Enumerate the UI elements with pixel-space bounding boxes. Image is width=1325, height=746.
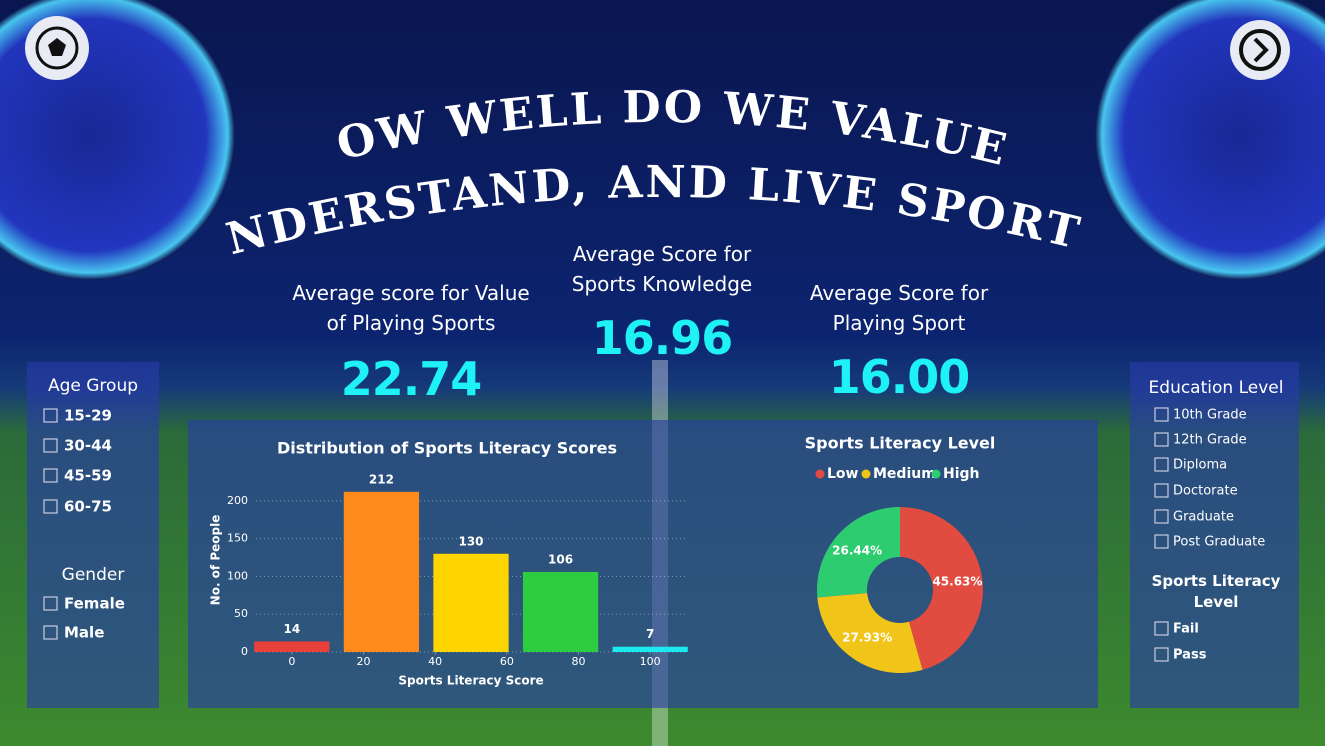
x-axis-title: Sports Literacy Score xyxy=(398,674,543,688)
data-label: 212 xyxy=(369,472,394,486)
checkbox[interactable] xyxy=(1154,432,1169,447)
charts: Age Group 15-29 30-44 45-59 60-75 Gender Femal… xyxy=(43,376,1284,688)
filter-option: Doctorate xyxy=(1173,484,1238,499)
kpi-label: Average Score for Playing Sport xyxy=(809,281,989,335)
filter-panel xyxy=(27,362,159,708)
data-label: 7 xyxy=(646,627,654,641)
bar xyxy=(433,553,509,652)
x-tick-label: 0 xyxy=(288,655,295,668)
legend-swatch xyxy=(815,469,825,479)
checkbox[interactable] xyxy=(43,625,58,640)
filter-option: Graduate xyxy=(1173,510,1234,525)
legend-label: Low xyxy=(827,466,859,482)
checkbox[interactable] xyxy=(43,408,58,423)
donut-slice xyxy=(900,507,984,670)
x-tick-label: 60 xyxy=(500,655,514,668)
data-label: 27.93% xyxy=(842,630,892,644)
chart-title: Sports Literacy Level xyxy=(805,434,996,453)
checkbox[interactable] xyxy=(1154,647,1169,662)
filter-option: 60-75 xyxy=(64,498,112,516)
donut-slice xyxy=(817,592,923,673)
kpi-label: Average score for Value of Playing Sport… xyxy=(292,281,530,335)
data-label: 45.63% xyxy=(932,575,982,589)
filter-option: Pass xyxy=(1173,648,1207,663)
legend-label: High xyxy=(943,466,980,482)
y-tick-label: 100 xyxy=(227,569,248,582)
checkbox[interactable] xyxy=(43,596,58,611)
filter-option: Male xyxy=(64,624,104,642)
y-tick-label: 150 xyxy=(227,532,248,545)
filter-title: Sports Literacy Level xyxy=(1151,572,1281,611)
filter-option: Post Graduate xyxy=(1173,535,1265,550)
data-label: 130 xyxy=(458,534,483,548)
bar xyxy=(612,646,688,652)
chart-title: Distribution of Sports Literacy Scores xyxy=(277,439,617,458)
checkbox[interactable] xyxy=(1154,483,1169,498)
checkbox[interactable] xyxy=(1154,457,1169,472)
checkbox[interactable] xyxy=(1154,509,1169,524)
y-tick-label: 50 xyxy=(234,607,248,620)
legend-swatch xyxy=(861,469,871,479)
y-tick-label: 200 xyxy=(227,494,248,507)
checkbox[interactable] xyxy=(1154,407,1169,422)
bar xyxy=(343,491,420,652)
filter-title: Education Level xyxy=(1149,378,1284,398)
x-tick-label: 20 xyxy=(357,655,371,668)
next-button[interactable] xyxy=(1230,20,1290,80)
filter-option: 30-44 xyxy=(64,437,112,455)
filter-option: 12th Grade xyxy=(1173,433,1247,448)
filter-option: 15-29 xyxy=(64,407,112,425)
filter-option: Diploma xyxy=(1173,458,1227,473)
checkbox[interactable] xyxy=(1154,621,1169,636)
bar xyxy=(254,641,330,652)
kpi-label: Average Score for Sports Knowledge xyxy=(571,242,753,296)
x-tick-label: 100 xyxy=(640,655,661,668)
kpi-value: 22.74 xyxy=(340,352,483,406)
x-tick-label: 80 xyxy=(572,655,586,668)
filter-option: 10th Grade xyxy=(1173,408,1247,423)
x-tick-label: 40 xyxy=(428,655,442,668)
donut-slice xyxy=(816,507,900,598)
kpi-value: 16.96 xyxy=(591,311,734,365)
checkbox[interactable] xyxy=(43,499,58,514)
data-label: 26.44% xyxy=(832,543,882,557)
y-tick-label: 0 xyxy=(241,645,248,658)
legend-label: Medium xyxy=(873,466,936,482)
filter-title: Age Group xyxy=(48,376,138,396)
bar xyxy=(522,571,599,652)
logo-button[interactable] xyxy=(25,16,89,80)
data-label: 106 xyxy=(548,552,573,566)
kpi-value: 16.00 xyxy=(828,350,971,404)
checkbox[interactable] xyxy=(43,468,58,483)
data-label: 14 xyxy=(283,622,300,636)
checkbox[interactable] xyxy=(1154,534,1169,549)
filter-option: Fail xyxy=(1173,622,1199,637)
checkbox[interactable] xyxy=(43,438,58,453)
filter-option: Female xyxy=(64,595,125,613)
y-axis-title: No. of People xyxy=(209,515,223,606)
legend-swatch xyxy=(931,469,941,479)
filter-title: Gender xyxy=(62,565,125,585)
filter-option: 45-59 xyxy=(64,467,112,485)
